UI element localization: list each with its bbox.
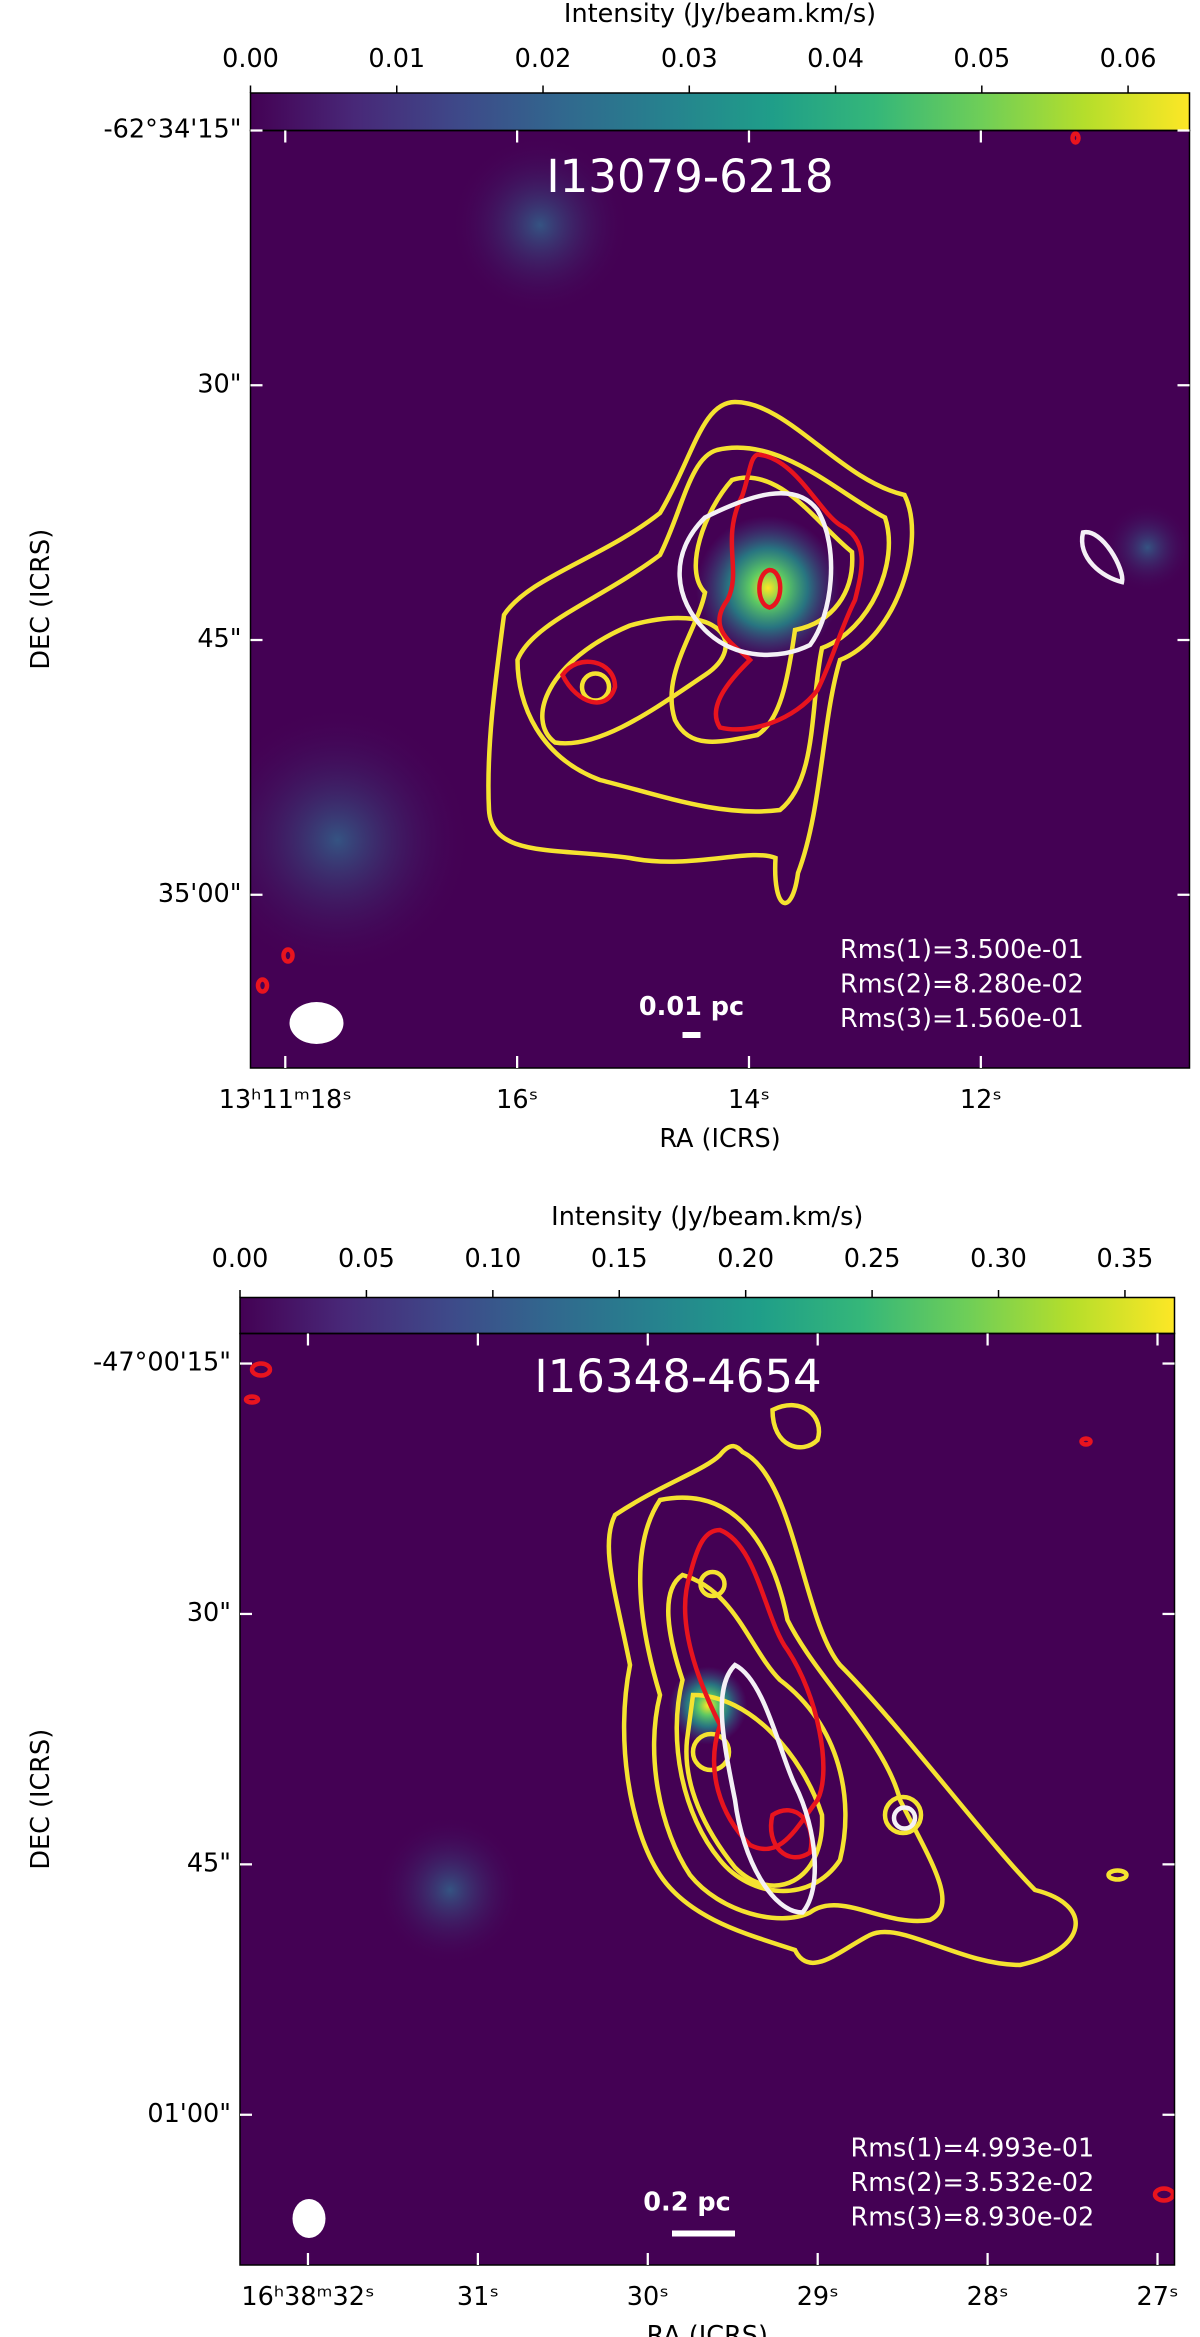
y-axis-label: DEC (ICRS): [26, 529, 56, 670]
colorbar-tick-label: 0.20: [717, 1244, 774, 1274]
y-tick-label: 01'00": [147, 2099, 231, 2129]
emission: [250, 705, 473, 975]
colorbar-tick-label: 0.05: [953, 44, 1010, 74]
y-tick-label: 45": [187, 1848, 231, 1878]
emission: [375, 1815, 525, 1965]
x-tick-label: 16ʰ38ᵐ32ˢ: [241, 2282, 374, 2312]
rms-label: Rms(1)=3.500e-01: [840, 935, 1084, 965]
colorbar-tick-label: 0.25: [844, 1244, 901, 1274]
contours: [243, 1361, 1175, 2203]
scale-bar-label: 0.01 pc: [639, 992, 744, 1022]
colorbar-tick-label: 0.05: [338, 1244, 395, 1274]
x-tick-label: 29ˢ: [797, 2282, 839, 2312]
plot-frame: [239, 1332, 1176, 2266]
y-tick-label: 45": [197, 624, 241, 654]
image-background: [240, 1333, 1175, 2265]
y-tick-label: -62°34'15": [103, 115, 241, 145]
colorbar-tick-label: 0.02: [515, 44, 572, 74]
x-axis-label: RA (ICRS): [659, 1124, 780, 1154]
rms-label: Rms(1)=4.993e-01: [851, 2134, 1095, 2164]
beam: [292, 2199, 326, 2238]
y-tick-label: 35'00": [158, 879, 242, 909]
x-tick-label: 12ˢ: [960, 1085, 1002, 1115]
panel-title: I13079-6218: [546, 150, 833, 203]
colorbar-tick-label: 0.06: [1100, 44, 1157, 74]
rms-label: Rms(3)=1.560e-01: [840, 1004, 1084, 1034]
emission: [1102, 502, 1190, 593]
beam: [289, 1002, 344, 1044]
colorbar-label: Intensity (Jy/beam.km/s): [564, 0, 876, 29]
colorbar-label: Intensity (Jy/beam.km/s): [551, 1202, 863, 1232]
contours: [255, 131, 1125, 994]
rms-label: Rms(2)=3.532e-02: [851, 2168, 1095, 2198]
image-layer: [240, 1333, 1175, 2265]
colorbar-tick-label: 0.30: [970, 1244, 1027, 1274]
colorbar-tick-label: 0.00: [222, 44, 279, 74]
x-tick-label: 28ˢ: [967, 2282, 1009, 2312]
colorbar-tick-label: 0.35: [1097, 1244, 1154, 1274]
x-tick-label: 14ˢ: [728, 1085, 770, 1115]
x-tick-label: 30ˢ: [627, 2282, 669, 2312]
x-tick-label: 27ˢ: [1137, 2282, 1179, 2312]
colorbar: [249, 92, 1191, 132]
colorbar-tick-label: 0.04: [807, 44, 864, 74]
y-tick-label: -47°00'15": [93, 1348, 231, 1378]
colorbar-tick-label: 0.01: [368, 44, 425, 74]
image-layer: [250, 130, 1190, 1068]
y-tick-label: 30": [197, 369, 241, 399]
x-axis-label: RA (ICRS): [647, 2321, 768, 2337]
x-tick-label: 13ʰ11ᵐ18ˢ: [219, 1085, 352, 1115]
colorbar-tick-label: 0.00: [212, 1244, 269, 1274]
y-tick-label: 30": [187, 1598, 231, 1628]
y-axis-label: DEC (ICRS): [26, 1729, 56, 1870]
colorbar-tick-label: 0.10: [464, 1244, 521, 1274]
scale-bar-label: 0.2 pc: [643, 2188, 730, 2218]
x-tick-label: 31ˢ: [457, 2282, 499, 2312]
emission: [450, 135, 630, 315]
colorbar-tick-label: 0.15: [591, 1244, 648, 1274]
panel-title: I16348-4654: [534, 1350, 821, 1403]
x-tick-label: 16ˢ: [496, 1085, 538, 1115]
colorbar-tick-label: 0.03: [661, 44, 718, 74]
rms-label: Rms(2)=8.280e-02: [840, 970, 1084, 1000]
colorbar: [239, 1296, 1176, 1335]
plot-frame: [249, 129, 1191, 1069]
rms-label: Rms(3)=8.930e-02: [851, 2203, 1095, 2233]
